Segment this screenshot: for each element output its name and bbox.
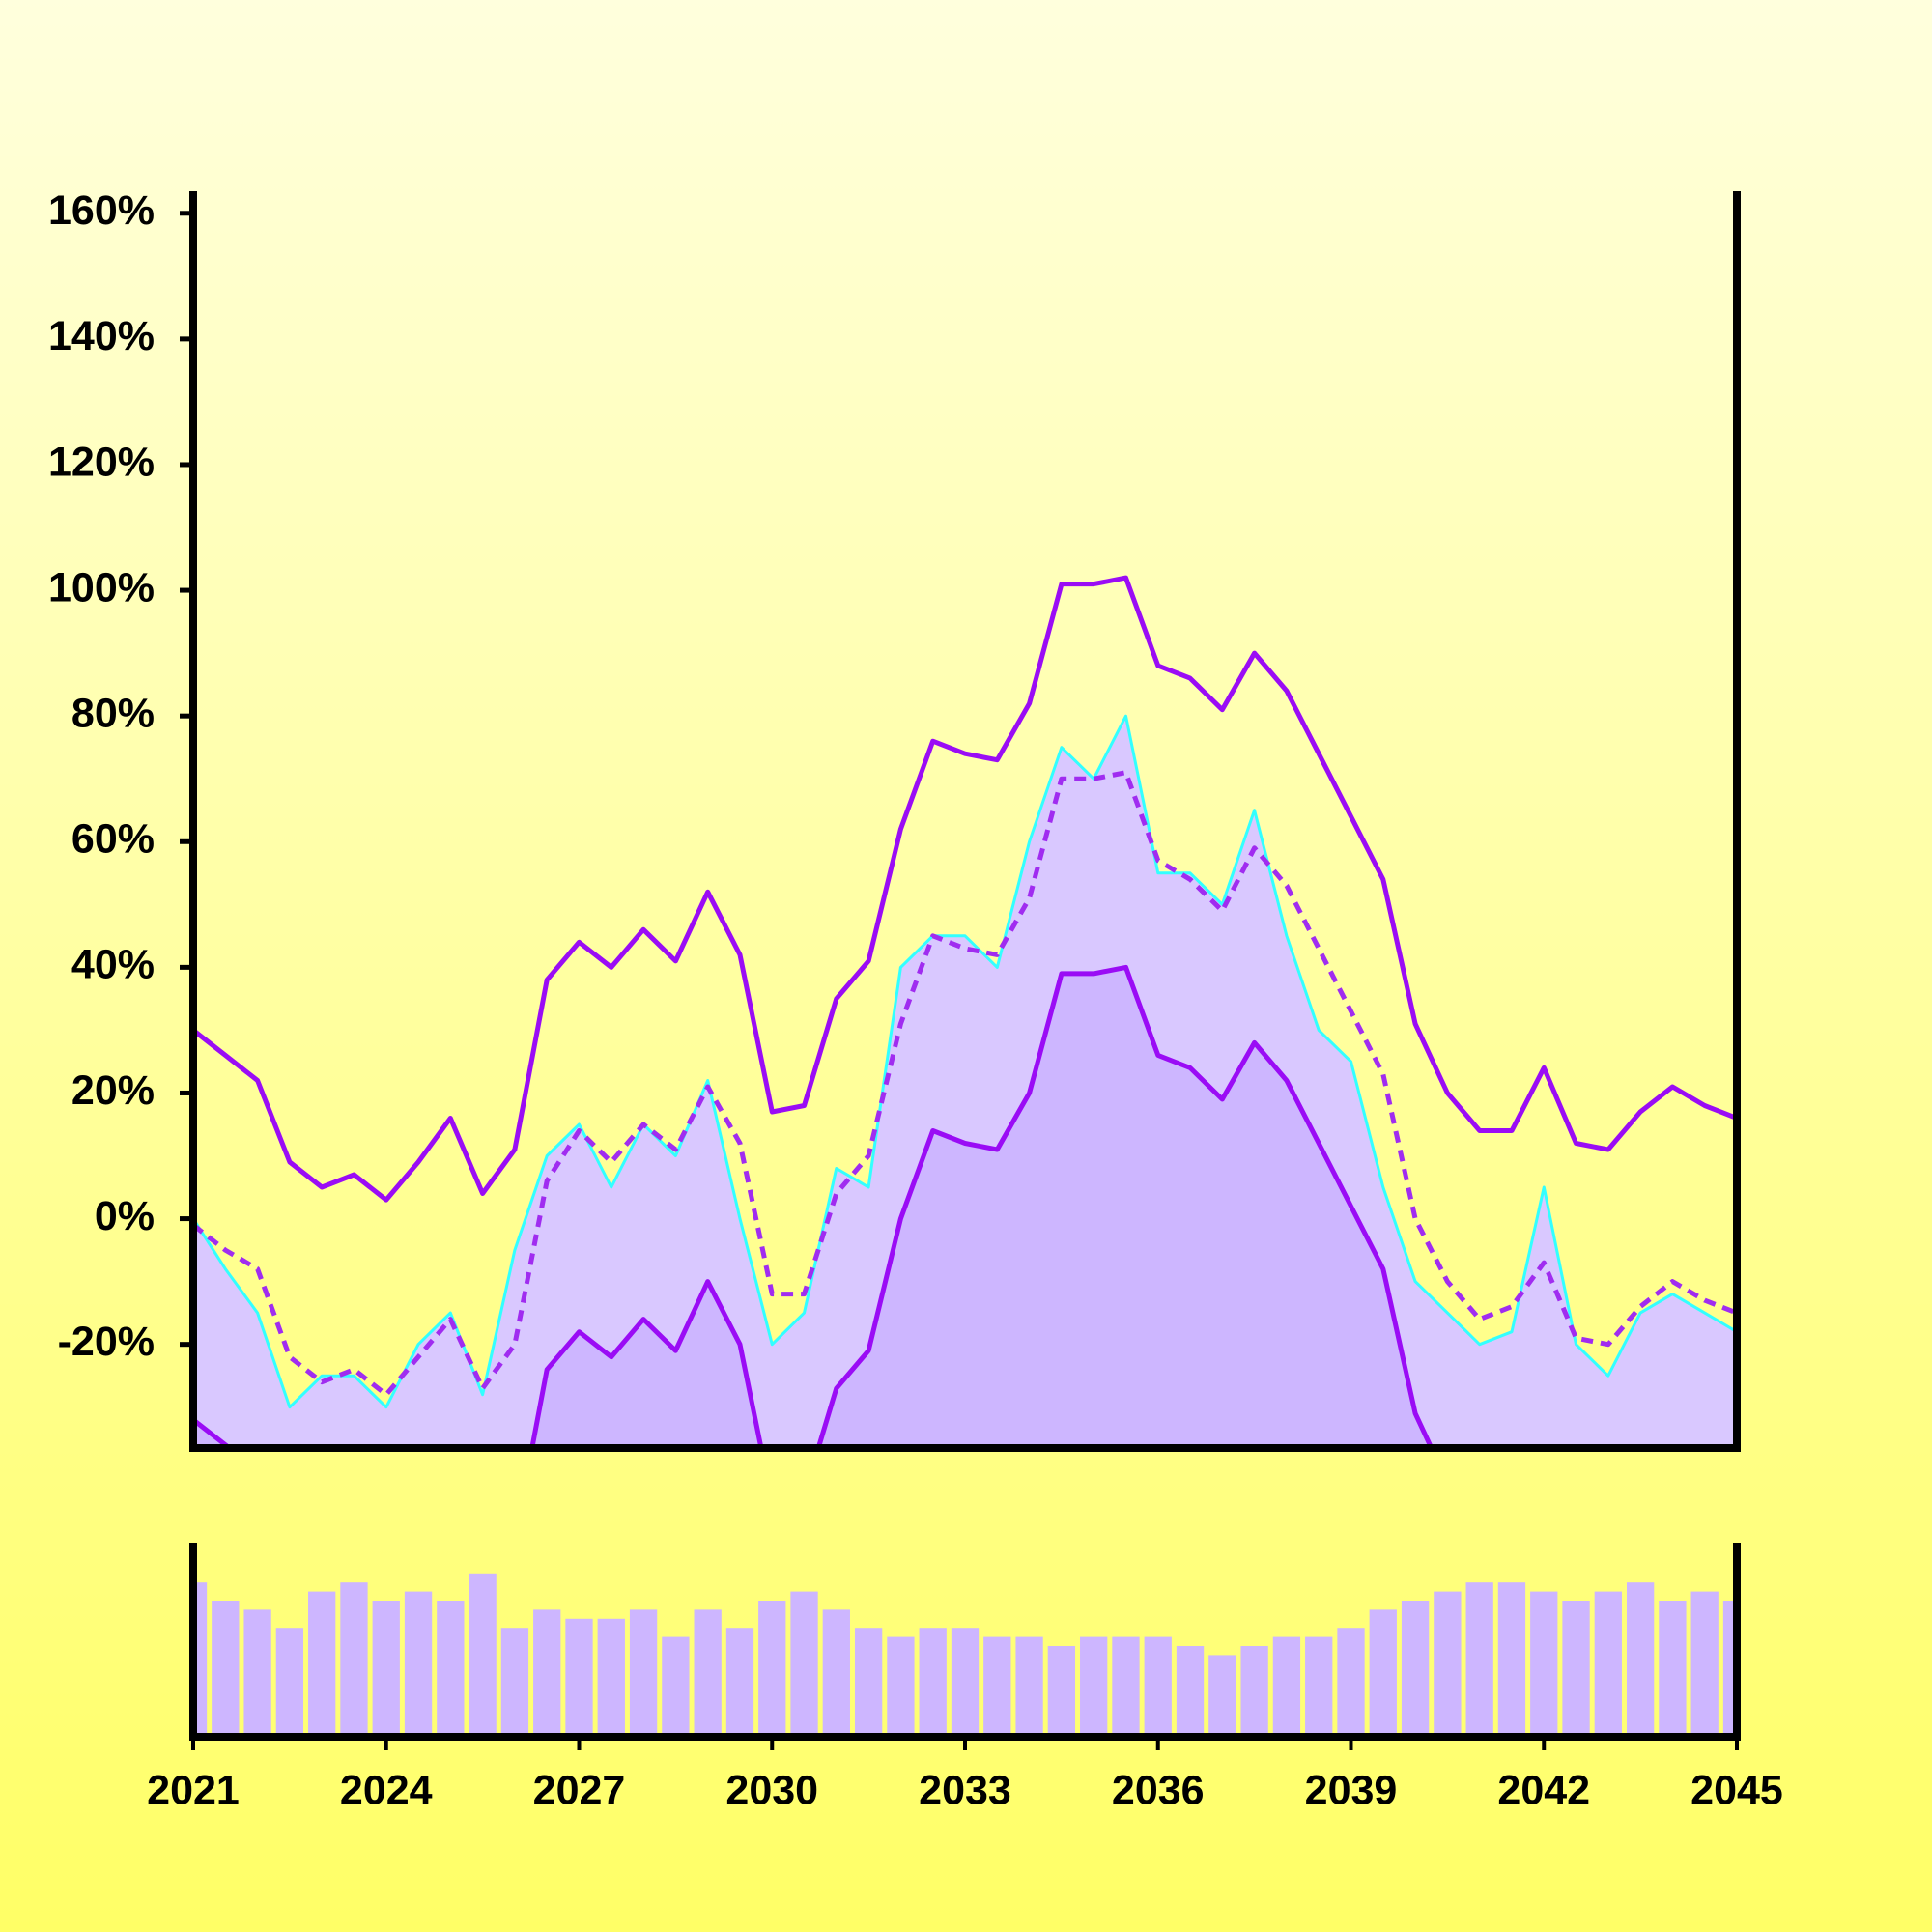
- y-tick-label: 40%: [71, 942, 155, 988]
- volume-bar: [1337, 1628, 1365, 1737]
- volume-bar: [212, 1601, 240, 1737]
- y-tick-label: 100%: [48, 564, 155, 611]
- y-tick-label: 160%: [48, 187, 155, 234]
- volume-bar: [1401, 1601, 1430, 1737]
- volume-bar: [887, 1636, 915, 1737]
- x-tick-label: 2030: [725, 1767, 818, 1813]
- volume-bar: [308, 1591, 336, 1737]
- series-line: [193, 770, 1737, 1398]
- volume-bar: [275, 1628, 304, 1737]
- volume-bar: [1690, 1591, 1719, 1737]
- y-tick-label: 60%: [71, 816, 155, 863]
- volume-bar: [404, 1591, 433, 1737]
- x-tick-label: 2027: [533, 1767, 626, 1813]
- x-tick-label: 2039: [1305, 1767, 1398, 1813]
- volume-plot: [193, 1573, 1737, 1737]
- x-tick-label: 2024: [340, 1767, 433, 1813]
- volume-bar: [437, 1601, 465, 1737]
- volume-bar: [243, 1609, 271, 1737]
- y-tick-label: 120%: [48, 439, 155, 485]
- volume-bar: [469, 1573, 497, 1737]
- x-tick-label: 2036: [1112, 1767, 1205, 1813]
- volume-bar: [1272, 1636, 1301, 1737]
- volume-bar: [1015, 1636, 1043, 1737]
- volume-bar: [1208, 1655, 1236, 1737]
- series-line: [193, 714, 1737, 1409]
- volume-bar: [1080, 1636, 1108, 1737]
- y-tick-label: 80%: [71, 691, 155, 737]
- volume-bar: [919, 1628, 947, 1737]
- volume-bar: [1047, 1646, 1076, 1737]
- volume-bar: [951, 1628, 980, 1737]
- x-tick-label: 2042: [1497, 1767, 1590, 1813]
- y-tick-label: 140%: [48, 313, 155, 359]
- volume-bar: [790, 1591, 818, 1737]
- volume-bar: [1497, 1582, 1526, 1737]
- volume-bar: [662, 1636, 690, 1737]
- volume-bar: [694, 1609, 722, 1737]
- price-plot: [193, 575, 1737, 1448]
- x-tick-label: 2045: [1690, 1767, 1783, 1813]
- volume-bar: [372, 1601, 400, 1737]
- volume-bar: [1112, 1636, 1140, 1737]
- volume-bar: [1305, 1636, 1333, 1737]
- volume-bar: [1594, 1591, 1622, 1737]
- volume-bar: [1530, 1591, 1558, 1737]
- volume-bar: [1562, 1601, 1590, 1737]
- volume-bar: [854, 1628, 883, 1737]
- volume-bar: [500, 1628, 529, 1737]
- volume-bar: [1626, 1582, 1655, 1737]
- volume-bar: [1369, 1609, 1397, 1737]
- area-fill: [193, 967, 1432, 1448]
- volume-bar: [1659, 1601, 1687, 1737]
- volume-bar: [1240, 1646, 1268, 1737]
- volume-bar: [822, 1609, 850, 1737]
- volume-bar: [1144, 1636, 1172, 1737]
- volume-bar: [1465, 1582, 1493, 1737]
- volume-bar: [597, 1618, 625, 1737]
- series-line: [193, 964, 1435, 1448]
- x-tick-label: 2033: [919, 1767, 1011, 1813]
- volume-bar: [1176, 1646, 1205, 1737]
- volume-bar: [983, 1636, 1011, 1737]
- volume-bar: [1434, 1591, 1462, 1737]
- volume-bar: [725, 1628, 754, 1737]
- axes: -20% 0% 20% 40% 60% 80% 100% 120% 140% 160% 2021 20…: [48, 187, 1783, 1813]
- y-tick-label: 0%: [95, 1193, 155, 1239]
- series-line: [193, 575, 1737, 1203]
- volume-bar: [629, 1609, 658, 1737]
- y-tick-label: 20%: [71, 1067, 155, 1114]
- volume-bar: [340, 1582, 368, 1737]
- volume-bar: [565, 1618, 593, 1737]
- x-tick-label: 2021: [147, 1767, 240, 1813]
- y-tick-label: -20%: [58, 1319, 155, 1365]
- volume-bar: [758, 1601, 786, 1737]
- volume-bar: [533, 1609, 561, 1737]
